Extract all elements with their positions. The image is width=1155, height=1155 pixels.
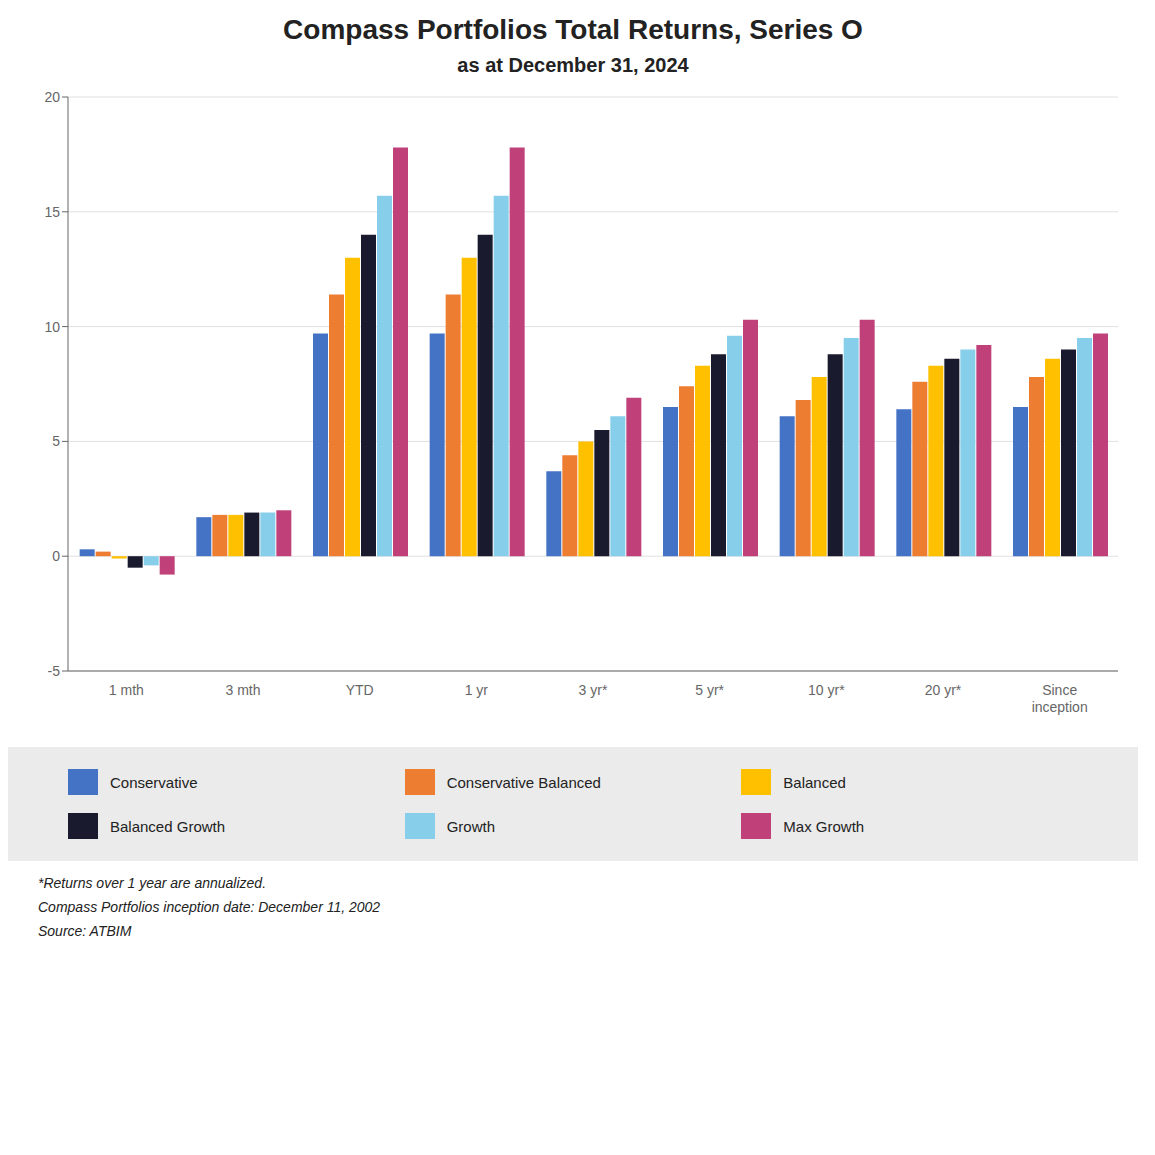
svg-text:1 mth: 1 mth [109, 682, 144, 698]
html-text:Conservative: Conservative [110, 773, 198, 791]
svg-text:10: 10 [44, 319, 60, 335]
svg-text:YTD: YTD [346, 682, 374, 698]
svg-text:-5: -5 [48, 663, 61, 679]
html-text:Max Growth: Max Growth [783, 817, 865, 835]
html-text:as at December 31, 2024: as at December 31, 2024 [457, 54, 689, 76]
html-text:Source: ATBIM: Source: ATBIM [38, 923, 132, 939]
html-text:Conservative Balanced: Conservative Balanced [446, 773, 601, 791]
svg-text:15: 15 [44, 204, 60, 220]
html-text:Compass Portfolios inception d: Compass Portfolios inception date: Decem… [38, 899, 381, 915]
svg-text:1 yr: 1 yr [465, 682, 489, 698]
svg-text:20 yr*: 20 yr* [925, 682, 962, 698]
html-text:Balanced: Balanced [783, 773, 846, 791]
svg-text:3 mth: 3 mth [225, 682, 260, 698]
svg-text:0: 0 [52, 548, 60, 564]
html-text:Compass Portfolios Total Retur: Compass Portfolios Total Returns, Series… [283, 14, 863, 45]
svg-text:3 yr*: 3 yr* [579, 682, 608, 698]
svg-text:10 yr*: 10 yr* [808, 682, 845, 698]
html-text:Balanced Growth: Balanced Growth [110, 817, 226, 835]
svg-text:5: 5 [52, 433, 60, 449]
svg-text:Sinceinception: Sinceinception [1032, 682, 1088, 715]
svg-text:20: 20 [44, 89, 60, 105]
html-text:Growth: Growth [446, 817, 495, 835]
svg-text:5 yr*: 5 yr* [695, 682, 724, 698]
html-text:*Returns over 1 year are annua: *Returns over 1 year are annualized. [38, 875, 266, 891]
